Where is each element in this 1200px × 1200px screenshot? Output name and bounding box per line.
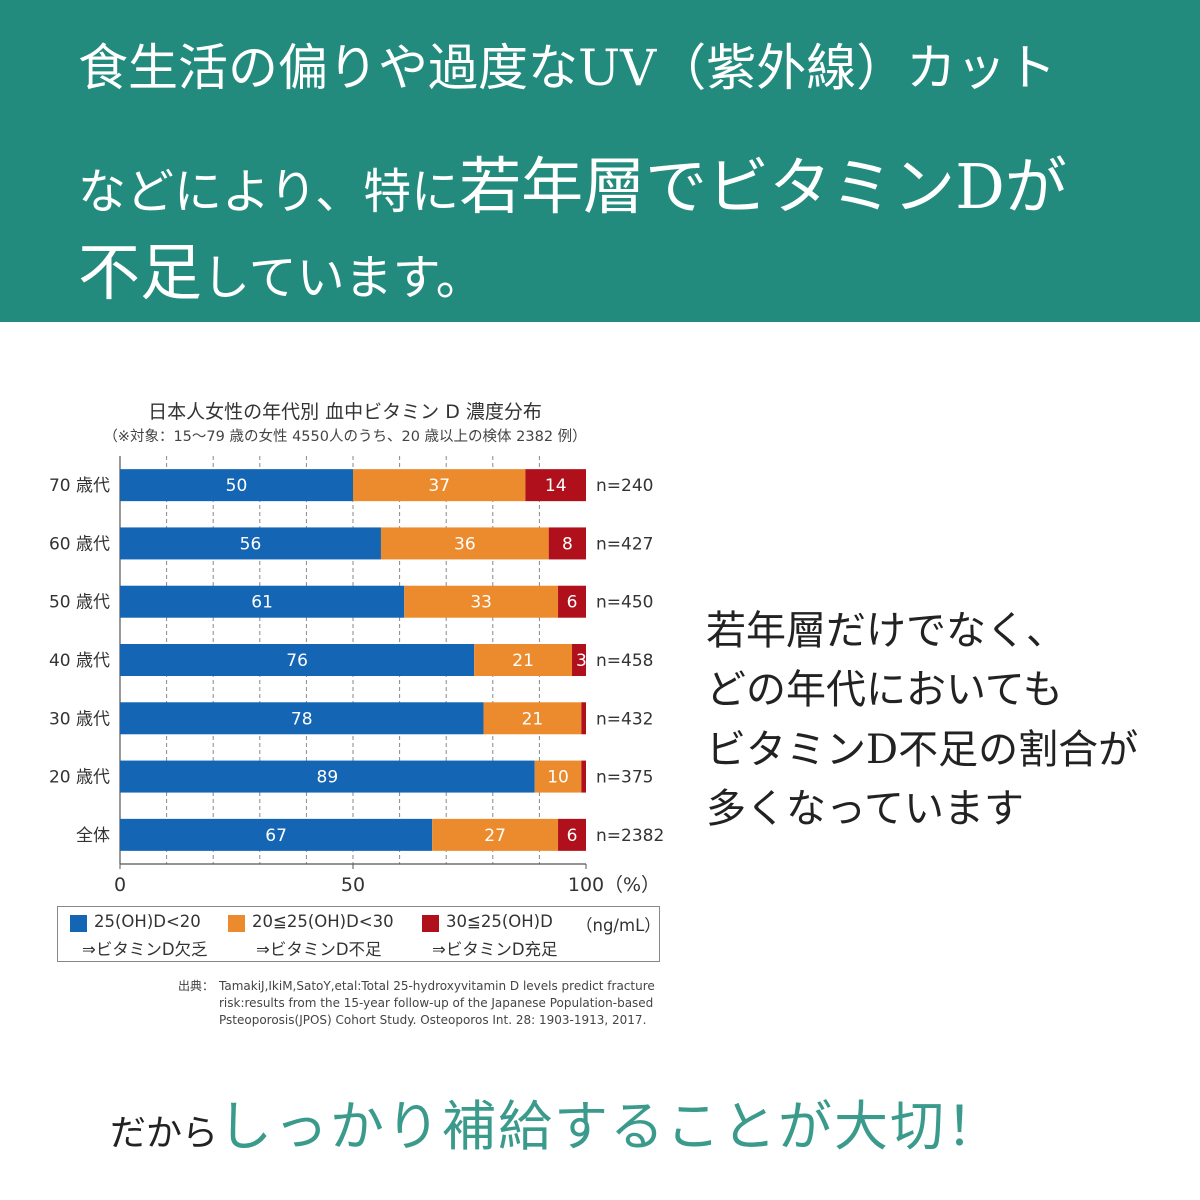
category-label: 70 歳代 [49,476,110,496]
category-label: 20 歳代 [49,768,110,788]
side-text-line-1: 若年層だけでなく、 [706,608,1066,654]
data-label: 1 [585,768,596,788]
data-label: 3 [576,651,587,671]
n-label: n=450 [596,593,653,613]
n-label: n=432 [596,709,653,729]
side-text-line-4: 多くなっています [706,786,1024,832]
chart-legend: 25(OH)D<20 ⇒ビタミンD欠乏 20≦25(OH)D<30 ⇒ビタミンD… [57,906,661,962]
bar-segment [474,644,573,676]
data-label: 1 [585,709,596,729]
legend-unit: （ng/mL） [576,916,661,935]
legend-label-insufficient: 20≦25(OH)D<30 [252,912,394,931]
x-tick-label: 0 [114,874,126,896]
side-text-line-3: ビタミンD不足の割合が [706,727,1139,773]
footer-main: しっかり補給することが大切！ [218,1095,1003,1158]
bar-segment [548,527,586,560]
data-label: 6 [567,593,578,613]
bar-segment [534,760,582,793]
legend-label-deficient: 25(OH)D<20 [94,912,201,931]
n-label: n=427 [596,534,653,554]
category-label: 60 歳代 [49,534,110,554]
bar-segment [483,702,582,735]
header-banner: 食生活の偏りや過度なUV（紫外線）カット などにより、特に若年層でビタミンDが … [0,0,1200,322]
bar-segment [120,469,353,502]
headline-line-2-a: などにより、特に [78,164,460,220]
source-line-3: Psteoporosis(JPOS) Cohort Study. Osteopo… [219,1013,647,1027]
data-label: 36 [454,534,476,554]
footer-message: だからしっかり補給することが大切！ [110,1082,1002,1161]
data-label: 21 [522,709,544,729]
data-label: 10 [547,768,569,788]
bar-segment [581,702,586,735]
bar-segment [572,644,586,676]
bar-segment [120,760,535,793]
category-label: 全体 [76,826,110,846]
headline-line-2-c: が [1004,150,1067,223]
legend-note-sufficient: ⇒ビタミンD充足 [432,940,558,959]
n-label: n=240 [596,476,653,496]
headline-line-3: 不足しています。 [78,222,484,312]
n-label: n=375 [596,768,653,788]
source-label: 出典： [178,979,215,993]
data-label: 6 [567,826,578,846]
headline-line-1: 食生活の偏りや過度なUV（紫外線）カット [78,39,1057,97]
n-label: n=2382 [596,826,664,846]
headline-emphasis: 若年層でビタミンD [459,150,1005,223]
bar-segment [581,760,586,793]
bar-segment [120,644,475,676]
headline-line-2: などにより、特に若年層でビタミンDが [78,136,1067,226]
data-label: 14 [545,476,567,496]
footer-prefix: だから [110,1113,219,1154]
legend-note-deficient: ⇒ビタミンD欠乏 [82,940,208,959]
legend-swatch-deficient [70,915,87,932]
data-label: 61 [251,593,273,613]
data-label: 89 [317,768,339,788]
bar-segment [558,585,586,618]
legend-note-insufficient: ⇒ビタミンD不足 [256,940,382,959]
side-text-line-2: どの年代においても [706,667,1063,713]
bar-segment [558,818,586,851]
data-label: 8 [562,534,573,554]
data-label: 33 [470,593,492,613]
x-tick-label: 50 [341,874,365,896]
bar-segment [120,585,405,618]
category-label: 40 歳代 [49,651,110,671]
bar-segment [404,585,559,618]
chart-subtitle: （※対象：15〜79 歳の女性 4550人のうち、20 歳以上の検体 2382 … [103,429,587,445]
bar-segment [353,469,526,502]
source-line-1: TamakiJ,IkiM,SatoY,etal:Total 25-hydroxy… [219,979,655,993]
category-label: 30 歳代 [49,709,110,729]
data-label: 78 [291,709,313,729]
data-label: 27 [484,826,506,846]
chart-title: 日本人女性の年代別 血中ビタミン D 濃度分布 [148,401,542,423]
data-label: 50 [226,476,248,496]
category-label: 50 歳代 [49,593,110,613]
headline-line-3-b: しています。 [202,250,484,306]
bar-segment [120,527,381,560]
headline-emphasis-2: 不足 [78,236,203,309]
data-label: 21 [512,651,534,671]
bar-segment [432,818,559,851]
bar-segment [120,702,484,735]
data-label: 76 [286,651,308,671]
bar-segment [525,469,586,502]
bar-segment [380,527,549,560]
n-label: n=458 [596,651,653,671]
x-unit-label: （%） [604,874,660,896]
source-line-2: risk:results from the 15-year follow-up … [219,996,654,1010]
data-label: 56 [240,534,262,554]
legend-swatch-sufficient [422,915,439,932]
x-tick-label: 100 [568,874,604,896]
bar-segment [120,818,433,851]
legend-label-sufficient: 30≦25(OH)D [446,912,553,931]
data-label: 37 [428,476,450,496]
legend-swatch-insufficient [228,915,245,932]
data-label: 67 [265,826,287,846]
